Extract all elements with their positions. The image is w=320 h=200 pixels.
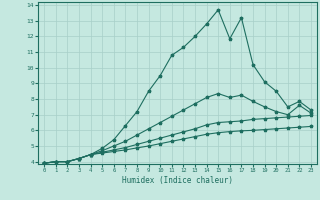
X-axis label: Humidex (Indice chaleur): Humidex (Indice chaleur) — [122, 176, 233, 185]
